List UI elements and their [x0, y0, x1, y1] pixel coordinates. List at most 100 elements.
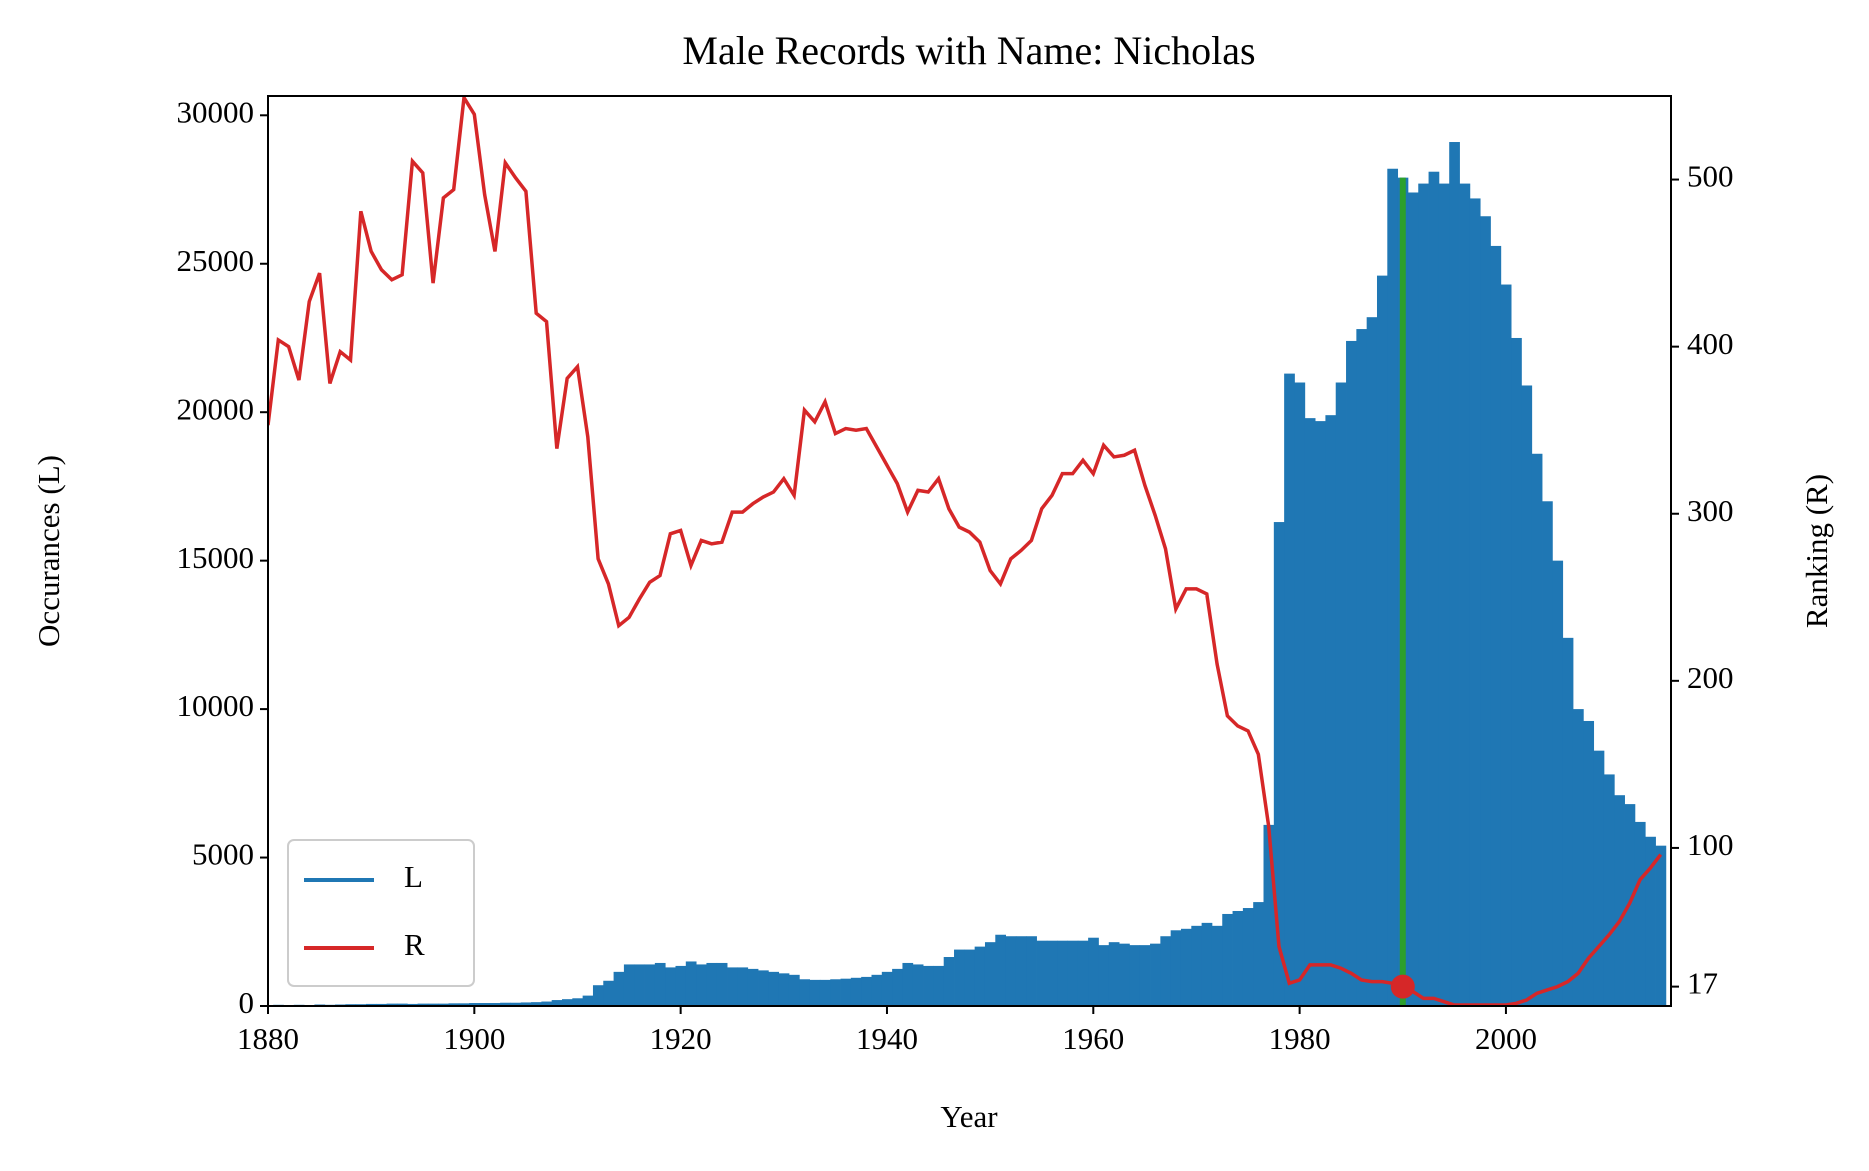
bar [592, 985, 604, 1006]
y-tick-label: 5000 [192, 837, 254, 872]
bar [871, 974, 883, 1006]
bar [1129, 945, 1141, 1006]
bar [366, 1003, 377, 1006]
bar [1057, 940, 1068, 1006]
bar [1015, 936, 1027, 1006]
bar [1294, 382, 1306, 1006]
bar [562, 999, 573, 1006]
bar [1376, 275, 1388, 1006]
bar [758, 970, 769, 1006]
bar [1046, 940, 1058, 1006]
bar [1572, 709, 1584, 1006]
bar [995, 934, 1007, 1006]
bar [386, 1003, 398, 1006]
bar [582, 995, 594, 1006]
x-tick-label: 1880 [237, 1021, 299, 1056]
bar [1067, 940, 1079, 1006]
bar [685, 961, 697, 1006]
bar [747, 968, 759, 1006]
bar [1583, 720, 1595, 1006]
bar [665, 967, 676, 1006]
bar [1005, 936, 1017, 1006]
bar [438, 1003, 449, 1006]
bar [1036, 940, 1048, 1006]
bar [1645, 836, 1656, 1006]
x-tick-label: 1980 [1269, 1021, 1331, 1056]
bar [1469, 198, 1481, 1006]
bar [1088, 937, 1099, 1006]
bar [1500, 284, 1512, 1006]
x-tick-label: 1900 [443, 1021, 505, 1056]
legend-label: R [404, 927, 425, 962]
bar [954, 949, 965, 1006]
bar [479, 1003, 491, 1006]
bar [974, 946, 986, 1006]
bar [861, 976, 872, 1006]
y2-tick-label: 100 [1687, 827, 1734, 862]
x-tick-label: 1960 [1062, 1021, 1124, 1056]
bar [1253, 902, 1264, 1006]
bar [1603, 774, 1615, 1006]
bar [912, 964, 924, 1006]
bar [1170, 930, 1182, 1006]
y2-tick-label: 17 [1687, 966, 1718, 1001]
bar [923, 965, 934, 1006]
y-tick-label: 20000 [177, 391, 255, 426]
bar [1614, 795, 1625, 1006]
bar [1346, 340, 1357, 1006]
bar [1284, 373, 1295, 1006]
bar [1180, 928, 1192, 1006]
bar [1634, 821, 1646, 1006]
bar [1119, 943, 1130, 1006]
bar [1201, 922, 1213, 1006]
bar [654, 962, 666, 1006]
bar [881, 971, 893, 1006]
y-axis-label: Occurances (L) [31, 455, 66, 647]
axes-frame [267, 95, 1672, 1007]
bar [1098, 945, 1110, 1006]
line [268, 96, 1663, 1006]
bar [603, 980, 614, 1006]
bar [984, 942, 996, 1006]
bar [613, 971, 625, 1006]
bar [376, 1003, 388, 1006]
bar [1108, 942, 1120, 1006]
bar [727, 967, 738, 1006]
y2-tick-label: 200 [1687, 660, 1734, 695]
y-tick-label: 15000 [177, 540, 255, 575]
bar [1315, 421, 1326, 1006]
bar [417, 1003, 429, 1006]
bar [1655, 845, 1667, 1006]
legend-box [287, 839, 475, 987]
bar [1366, 317, 1378, 1006]
bar [799, 979, 810, 1006]
highlight-point [1390, 974, 1415, 999]
bar [634, 964, 645, 1006]
y-tick-label: 0 [239, 985, 255, 1020]
bar [510, 1002, 522, 1006]
bar [1160, 936, 1172, 1006]
bar [768, 971, 780, 1006]
x-tick-label: 1940 [856, 1021, 918, 1056]
bar [644, 964, 656, 1006]
bar [902, 962, 914, 1006]
bar [1304, 418, 1316, 1006]
bar [1139, 945, 1151, 1006]
x-tick-label: 1920 [650, 1021, 712, 1056]
y2-tick-label: 500 [1687, 159, 1734, 194]
bar [788, 974, 800, 1006]
bar [1542, 501, 1553, 1006]
bar [1211, 925, 1223, 1006]
bar [1438, 183, 1450, 1006]
bar [520, 1002, 532, 1006]
bar [943, 957, 955, 1006]
bar [1531, 453, 1543, 1006]
bar [840, 978, 852, 1006]
y2-tick-label: 400 [1687, 326, 1734, 361]
bar [1263, 824, 1275, 1006]
bar [489, 1003, 501, 1006]
bar [1407, 192, 1419, 1006]
x-tick-label: 2000 [1475, 1021, 1537, 1056]
bar [1191, 925, 1203, 1006]
